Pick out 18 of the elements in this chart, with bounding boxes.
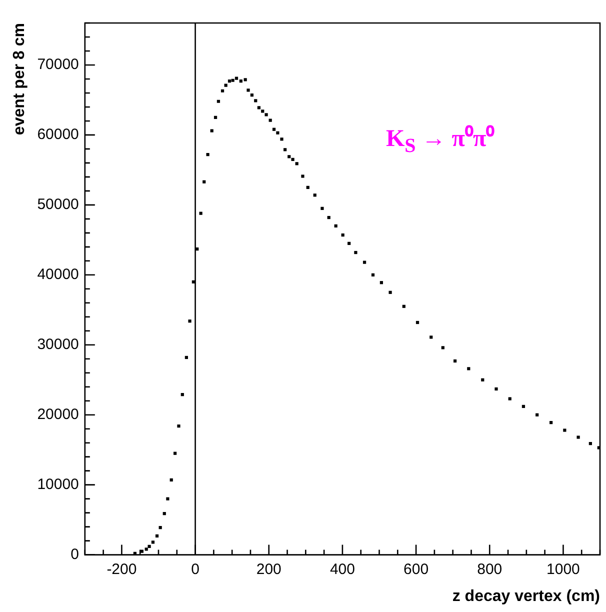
x-tick-label: 600: [404, 560, 429, 578]
x-tick-label: 1000: [546, 560, 580, 578]
x-tick-label: 0: [191, 560, 200, 578]
x-tick-label: -200: [106, 560, 137, 578]
x-tick-label: 800: [477, 560, 502, 578]
y-tick-label: 70000: [37, 56, 79, 74]
y-tick-label: 40000: [37, 266, 79, 284]
y-tick-label: 60000: [37, 126, 79, 144]
y-tick-label: 20000: [37, 406, 79, 423]
y-tick-label: 0: [70, 546, 79, 563]
x-axis-title: z decay vertex (cm): [452, 588, 600, 605]
x-tick-label: 400: [330, 560, 355, 578]
x-tick-label: 200: [256, 560, 282, 578]
y-axis-title: event per 8 cm: [11, 23, 28, 136]
y-tick-label: 30000: [37, 336, 79, 354]
y-tick-label: 10000: [37, 476, 79, 493]
reaction-label: K$_{S}$ → π⁰π⁰: [386, 124, 494, 158]
y-tick-label: 50000: [37, 196, 79, 214]
